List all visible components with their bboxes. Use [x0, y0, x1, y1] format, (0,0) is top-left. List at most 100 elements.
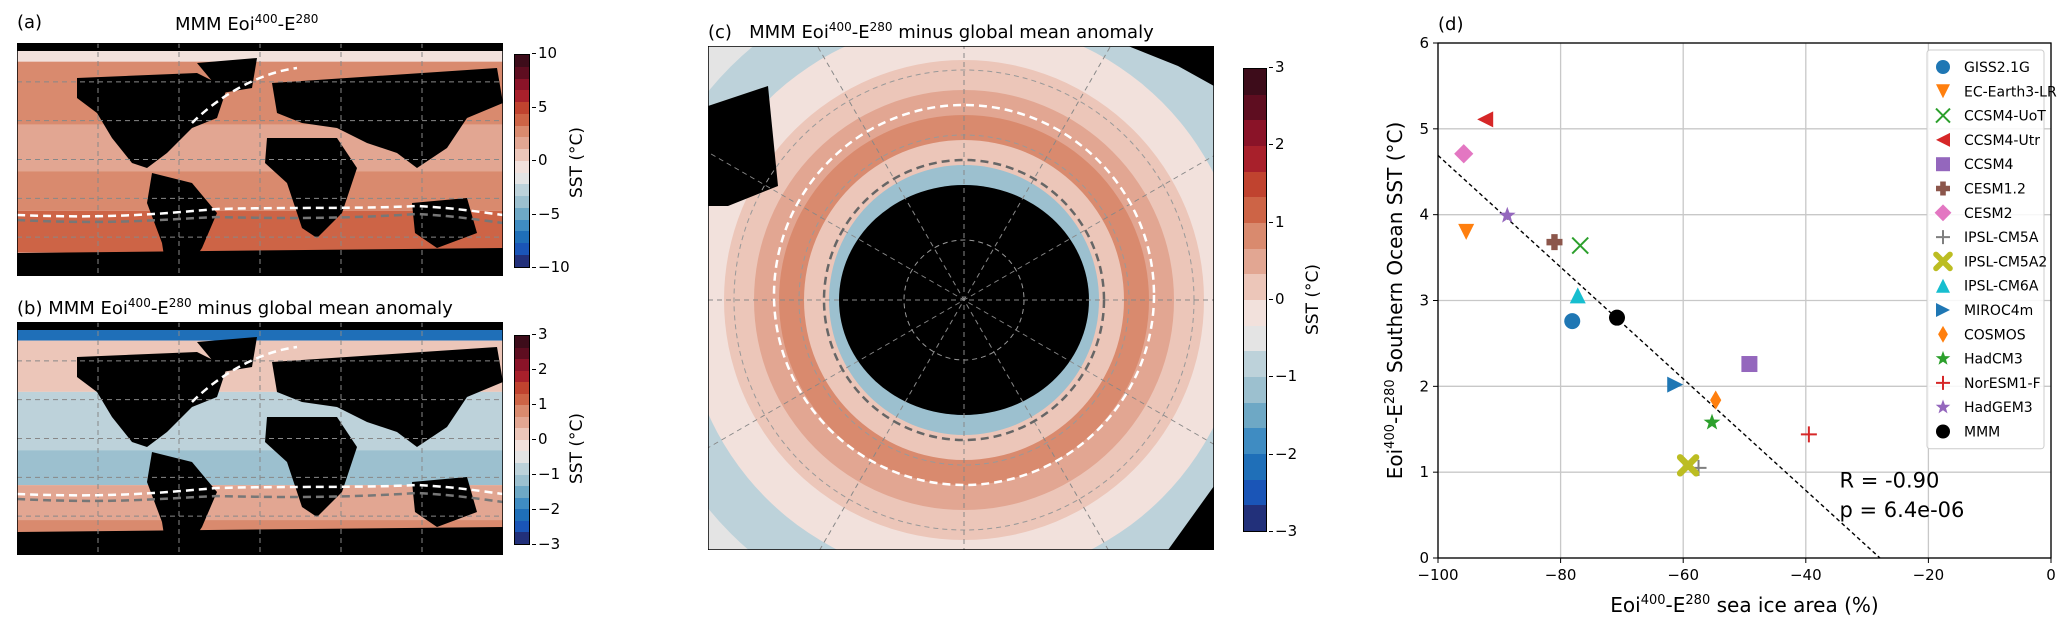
panel-d-label: (d): [1438, 14, 1463, 35]
title-text: MMM Eoi: [175, 14, 255, 35]
y-tick-label: 0: [1419, 549, 1429, 567]
y-tick-label: 3: [1419, 292, 1429, 310]
colorbar-level: [1244, 222, 1266, 249]
y-tick-label: 5: [1419, 120, 1429, 138]
colorbar-level: [515, 451, 529, 464]
legend-marker: [1935, 350, 1951, 365]
colorbar-tick-label: 0: [1269, 290, 1285, 308]
legend-label: IPSL-CM5A2: [1964, 254, 2047, 270]
colorbar-level: [1244, 505, 1266, 531]
colorbar-level: [1244, 428, 1266, 454]
land-mass: [272, 347, 503, 447]
panel-c-polar-map: [708, 46, 1214, 550]
colorbar-level: [515, 474, 529, 487]
legend-label: CCSM4-UoT: [1964, 109, 2046, 125]
colorbar-level: [515, 55, 529, 67]
colorbar-level: [1244, 69, 1266, 95]
legend-marker: [1936, 84, 1950, 99]
colorbar-tick-label: 3: [532, 325, 548, 343]
land-mass: [197, 58, 257, 93]
colorbar-tick-label: 2: [1269, 135, 1285, 154]
colorbar-level: [1244, 120, 1266, 146]
data-point-ccsm4: [1741, 356, 1758, 373]
colorbar-level: [1244, 351, 1266, 377]
colorbar-level: [515, 125, 529, 138]
colorbar-tick-label: −1: [1268, 367, 1298, 386]
title-text: -E: [277, 14, 296, 35]
legend-marker: [1933, 251, 1953, 272]
data-point-ipsl-cm6a: [1569, 287, 1586, 304]
colorbar-tick-label: 10: [531, 44, 558, 62]
legend-label: MIROC4m: [1964, 303, 2033, 319]
legend-marker: [1936, 278, 1950, 293]
colorbar-level: [515, 137, 529, 150]
colorbar-tick-label: −10: [532, 258, 570, 276]
data-point-ccsm4-uot: [1571, 236, 1589, 255]
panel-a-colorbar: [514, 54, 530, 268]
colorbar-level: [515, 336, 529, 348]
legend-label: CCSM4: [1964, 157, 2014, 173]
data-point-miroc4m: [1667, 376, 1684, 393]
sea-ice-edge-eoi400: [772, 103, 1156, 487]
colorbar-level: [1244, 248, 1266, 275]
legend-marker: [1936, 157, 1950, 172]
title-sup: 280: [869, 20, 893, 34]
colorbar-tick-label: 3: [1269, 58, 1285, 76]
colorbar-level: [515, 370, 529, 383]
annotation-r-value: R = -0.90: [1840, 469, 1940, 493]
legend-marker: [1935, 107, 1951, 124]
land-mass: [272, 68, 503, 168]
grid-meridian: [708, 155, 1214, 449]
x-axis-label: Eoi400-E280 sea ice area (%): [1610, 593, 1878, 617]
colorbar-level: [515, 416, 529, 429]
colorbar-level: [515, 359, 529, 371]
colorbar-level: [515, 66, 529, 79]
panel-c-colorbar-label: SST (°C): [1303, 263, 1323, 335]
colorbar-level: [515, 207, 529, 220]
ylabel-text: Eoi: [1383, 449, 1407, 479]
landmass: [1168, 486, 1214, 550]
data-point-cesm1-2: [1546, 234, 1563, 251]
title-sup: 280: [168, 296, 192, 310]
data-point-noresm1-f: [1800, 426, 1817, 443]
colorbar-tick-label: 2: [532, 360, 548, 378]
sea-ice-edge-e280: [822, 158, 1106, 442]
legend-label: IPSL-CM6A: [1964, 279, 2039, 295]
colorbar-level: [515, 90, 529, 103]
colorbar-level: [515, 497, 529, 510]
data-point-giss2-1g: [1564, 313, 1581, 330]
colorbar-level: [1244, 145, 1266, 172]
title-sup: 280: [295, 12, 319, 26]
data-point-cesm2: [1454, 144, 1474, 164]
landmass: [1128, 46, 1214, 86]
legend-label: CCSM4-Utr: [1964, 133, 2040, 149]
legend-label: MMM: [1964, 425, 2000, 441]
legend-label: HadGEM3: [1964, 400, 2033, 416]
title-text: minus global mean anomaly: [191, 298, 453, 319]
colorbar-level: [1244, 171, 1266, 198]
panel-a-global-map: [17, 43, 503, 276]
colorbar-level: [1244, 479, 1266, 506]
legend-marker: [1938, 325, 1948, 343]
data-points: [1454, 111, 1817, 477]
colorbar-level: [515, 113, 529, 126]
panel-c-colorbar: [1243, 68, 1267, 532]
colorbar-level: [515, 184, 529, 197]
sea-ice-edge-eoi400: [17, 204, 503, 218]
legend-box: [1926, 49, 2045, 450]
legend: GISS2.1G EC-Earth3-LR CCSM4-UoT CCSM4-Utr CC…: [1926, 49, 2057, 450]
legend-label: CESM1.2: [1964, 182, 2026, 198]
title-text: -E: [150, 298, 169, 319]
colorbar-tick-label: −1: [531, 465, 561, 483]
regression-line-group: [1437, 154, 1881, 559]
colorbar-level: [515, 382, 529, 394]
colorbar-tick-label: −2: [531, 500, 561, 518]
legend-marker: [1936, 132, 1950, 147]
y-tick-label: 2: [1419, 377, 1429, 395]
legend-marker: [1936, 181, 1950, 196]
colorbar-tick-label: −3: [531, 535, 561, 553]
colorbar-tick-label: 0: [532, 430, 548, 448]
colorbar-level: [1244, 402, 1266, 429]
colorbar-tick-label: −2: [1268, 444, 1298, 463]
title-text: minus global mean anomaly: [892, 22, 1154, 43]
